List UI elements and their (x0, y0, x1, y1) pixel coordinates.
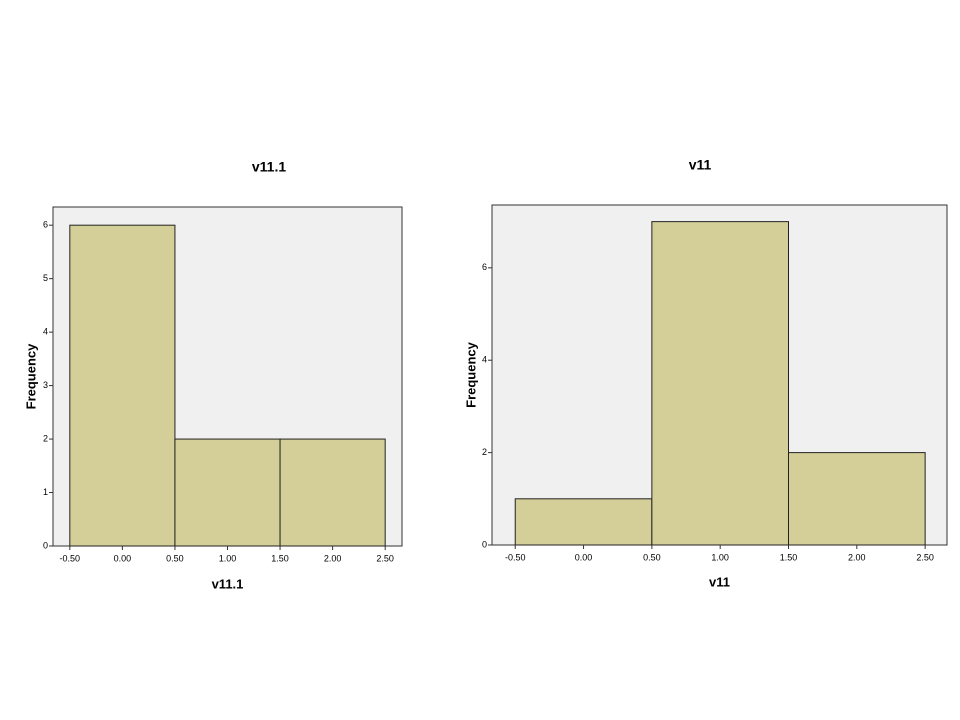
y-tick-label: 3 (43, 380, 48, 390)
x-tick-label: 1.00 (219, 553, 237, 563)
x-tick-label: 0.00 (114, 553, 132, 563)
y-tick-label: 6 (43, 220, 48, 230)
y-axis-label: Frequency (463, 341, 478, 408)
x-axis-label: v11.1 (212, 576, 244, 591)
y-tick-label: 2 (482, 447, 487, 457)
x-tick-label: 2.50 (916, 552, 934, 562)
x-tick-label: 1.50 (780, 552, 798, 562)
y-tick-label: 1 (43, 487, 48, 497)
x-axis-label: v11 (709, 574, 730, 589)
bar (788, 452, 926, 546)
x-tick-label: 0.50 (166, 553, 184, 563)
bar (651, 221, 790, 546)
bar (69, 224, 176, 547)
chart-title: v11.1 (252, 159, 286, 175)
y-tick-label: 4 (43, 326, 48, 336)
y-tick-label: 6 (482, 262, 487, 272)
bar (514, 498, 653, 546)
bar (279, 438, 386, 547)
y-tick-label: 4 (482, 355, 487, 365)
x-tick-label: 1.50 (271, 553, 289, 563)
x-tick-label: -0.50 (505, 552, 526, 562)
chart: v11 v11 Frequency 0 2 4 6 -0.50 0.00 0.50 1.00 1.50… (463, 157, 948, 589)
x-tick-label: -0.50 (60, 553, 81, 563)
y-tick-label: 0 (482, 539, 487, 549)
y-tick-label: 0 (43, 540, 48, 550)
x-tick-label: 2.00 (324, 553, 342, 563)
y-tick-label: 5 (43, 273, 48, 283)
x-tick-label: 0.00 (575, 552, 593, 562)
chart: v11.1 v11.1 Frequency 0 1 2 3 4 5 6 -0.50 0.00 0.50 1… (23, 159, 403, 591)
y-axis-label: Frequency (23, 343, 38, 410)
chart-title: v11 (689, 157, 712, 173)
x-tick-label: 0.50 (643, 552, 661, 562)
x-tick-label: 1.00 (711, 552, 729, 562)
x-tick-label: 2.00 (848, 552, 866, 562)
x-tick-label: 2.50 (376, 553, 394, 563)
y-tick-label: 2 (43, 433, 48, 443)
bar (174, 438, 281, 547)
